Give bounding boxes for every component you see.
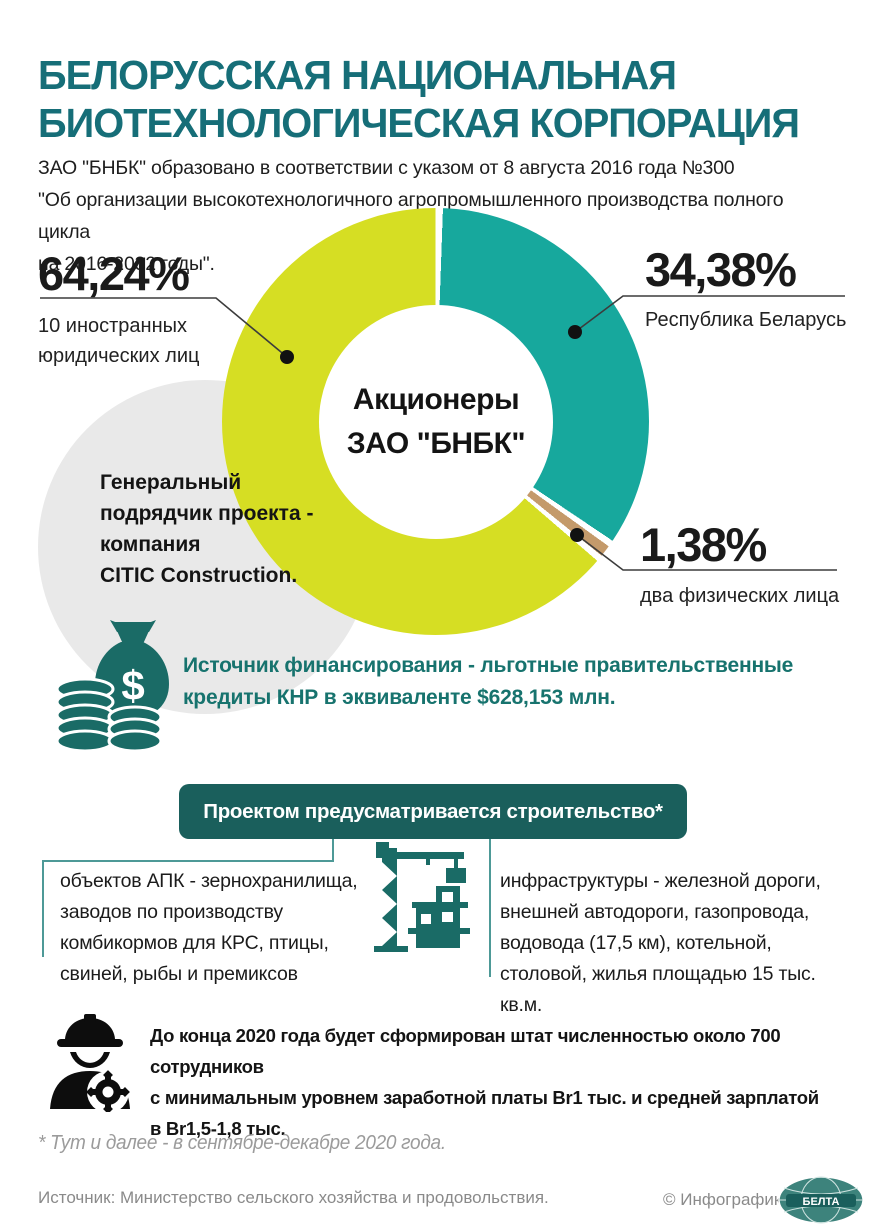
footnote: * Тут и далее - в сентябре-декабре 2020 … bbox=[38, 1132, 446, 1154]
belarus-label: Республика Беларусь bbox=[645, 309, 847, 331]
foreign-label: 10 иностранных юридических лиц bbox=[38, 315, 200, 367]
contractor-text: Генеральный подрядчик проекта - компания… bbox=[100, 467, 350, 591]
financing-text: Источник финансирования - льготные прави… bbox=[183, 654, 794, 709]
donut-center-line2: ЗАО "БНБК" bbox=[346, 427, 526, 460]
construction-left-text: объектов АПК - зернохранилища, заводов п… bbox=[60, 870, 358, 985]
belta-logo: БЕЛТА bbox=[778, 1176, 864, 1224]
construction-banner: Проектом предусматривается строительство… bbox=[179, 784, 687, 839]
money-bag-icon: $ bbox=[55, 620, 169, 753]
callout-belarus: 34,38% Республика Беларусь bbox=[645, 246, 846, 335]
foreign-percent: 64,24% bbox=[38, 247, 190, 300]
construction-right-text: инфраструктуры - железной дороги, внешне… bbox=[500, 870, 821, 1016]
contractor-line: компания bbox=[100, 533, 201, 556]
intro-line: "Об организации высокотехнологичного агр… bbox=[38, 188, 784, 243]
contractor-line: CITIC Construction. bbox=[100, 564, 298, 587]
callout-foreign-entities: 64,24% 10 иностранных юридических лиц bbox=[38, 250, 199, 371]
individuals-percent: 1,38% bbox=[640, 518, 767, 571]
contractor-line: Генеральный bbox=[100, 471, 242, 494]
individuals-label: два физических лица bbox=[640, 585, 840, 607]
page-title: БЕЛОРУССКАЯ НАЦИОНАЛЬНАЯ БИОТЕХНОЛОГИЧЕС… bbox=[38, 51, 833, 147]
page-title-line1: БЕЛОРУССКАЯ НАЦИОНАЛЬНАЯ bbox=[38, 52, 677, 99]
callout-individuals: 1,38% два физических лица bbox=[640, 521, 839, 611]
intro-line: ЗАО "БНБК" образовано в соответствии с у… bbox=[38, 156, 735, 179]
source-line: Источник: Министерство сельского хозяйст… bbox=[38, 1188, 549, 1207]
intro-paragraph: ЗАО "БНБК" образовано в соответствии с у… bbox=[38, 152, 838, 280]
construction-banner-label: Проектом предусматривается строительство… bbox=[203, 799, 663, 823]
worker-icon bbox=[50, 1014, 130, 1112]
svg-text:$: $ bbox=[121, 662, 144, 709]
staffing-text: До конца 2020 года будет сформирован шта… bbox=[150, 1025, 819, 1139]
contractor-line: подрядчик проекта - bbox=[100, 502, 314, 525]
construction-crane-icon bbox=[374, 842, 470, 952]
page-title-line2: БИОТЕХНОЛОГИЧЕСКАЯ КОРПОРАЦИЯ bbox=[38, 100, 800, 147]
donut-center-label: Акционеры ЗАО "БНБК" bbox=[319, 305, 553, 539]
credit-label: © Инфографика bbox=[663, 1190, 792, 1209]
belarus-percent: 34,38% bbox=[645, 243, 797, 296]
belta-logo-text: БЕЛТА bbox=[803, 1196, 840, 1208]
donut-center-line1: Акционеры bbox=[352, 383, 520, 416]
intro-line: на 2016-2032 годы". bbox=[38, 252, 215, 275]
